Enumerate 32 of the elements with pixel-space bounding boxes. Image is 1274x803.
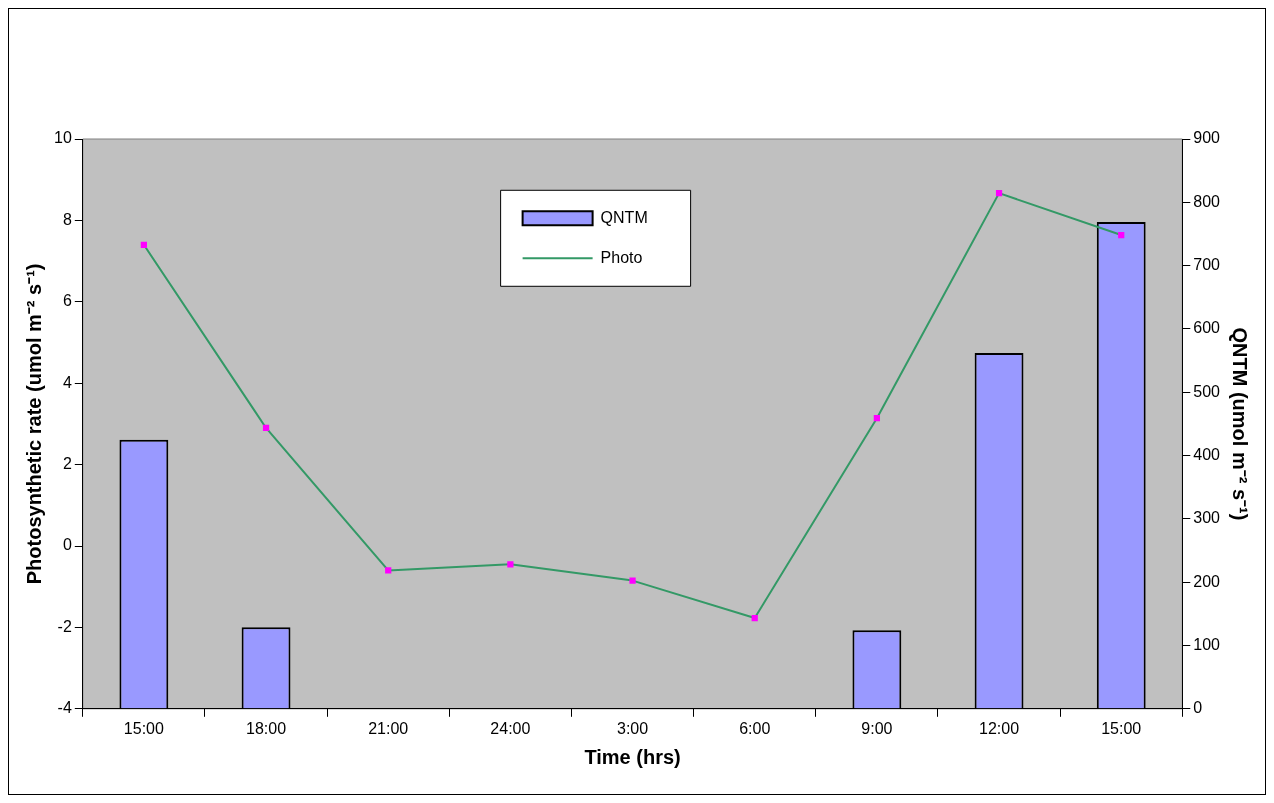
y2-tick-label: 200 — [1193, 572, 1221, 590]
legend-label: QNTM — [600, 208, 648, 226]
x-tick-label: 15:00 — [123, 719, 164, 737]
x-tick-label: 15:00 — [1101, 719, 1142, 737]
y2-tick-label: 800 — [1193, 192, 1221, 210]
y-tick-label: 2 — [62, 455, 72, 473]
y2-tick-label: 100 — [1193, 635, 1221, 653]
y-tick-label: 10 — [54, 129, 72, 147]
y-tick-label: -2 — [57, 617, 72, 635]
y2-tick-label: 300 — [1193, 509, 1221, 527]
x-tick-label: 12:00 — [979, 719, 1020, 737]
y2-tick-label: 400 — [1193, 445, 1221, 463]
x-tick-label: 9:00 — [861, 719, 893, 737]
legend-label: Photo — [600, 248, 643, 266]
y2-axis-title: QNTM (umol m⁻² s⁻¹) — [1229, 327, 1252, 521]
y-tick-label: 4 — [62, 373, 72, 391]
y-tick-label: 6 — [62, 292, 72, 310]
y2-tick-label: 600 — [1193, 319, 1221, 337]
x-axis-title: Time (hrs) — [584, 745, 681, 768]
y2-tick-label: 0 — [1193, 699, 1203, 717]
y-tick-label: 0 — [62, 536, 72, 554]
x-tick-label: 3:00 — [616, 719, 649, 737]
y2-tick-label: 700 — [1193, 256, 1221, 274]
x-tick-label: 6:00 — [739, 719, 771, 737]
x-tick-label: 21:00 — [368, 719, 409, 737]
y2-tick-label: 500 — [1193, 382, 1221, 400]
x-tick-label: 24:00 — [490, 719, 531, 737]
y-tick-label: -4 — [57, 699, 72, 717]
y2-tick-label: 900 — [1193, 129, 1221, 147]
y-tick-label: 8 — [62, 210, 72, 228]
y-axis-title: Photosynthetic rate (umol m⁻² s⁻¹) — [22, 263, 45, 585]
x-tick-label: 18:00 — [246, 719, 287, 737]
